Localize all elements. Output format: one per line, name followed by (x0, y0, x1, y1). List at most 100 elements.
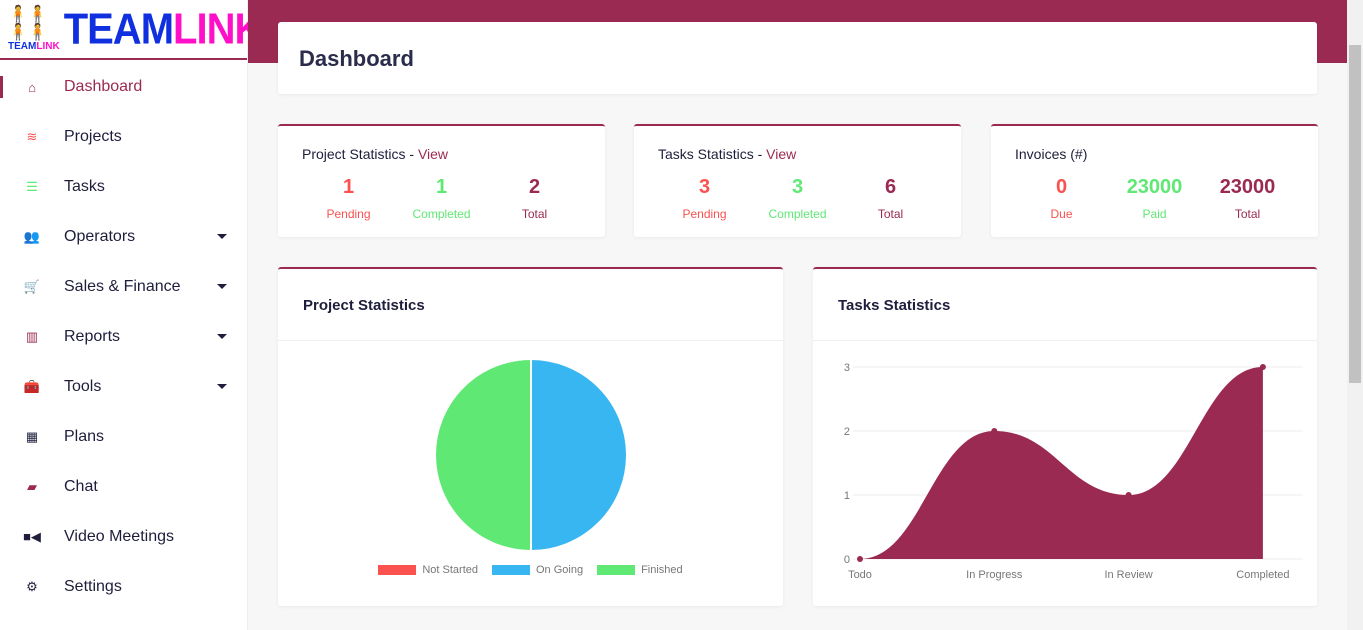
area-chart: 0 1 2 3 Todo In Progress In Review Completed (844, 362, 1303, 581)
chevron-down-icon (217, 384, 227, 389)
stat-item: 1 Pending (302, 176, 395, 221)
page-title-card: Dashboard (278, 22, 1317, 94)
chevron-down-icon (217, 334, 227, 339)
y-tick-label: 0 (844, 554, 850, 566)
stat-sep: - (753, 146, 767, 162)
sidebar-item-label: Operators (64, 228, 136, 245)
y-tick-label: 1 (844, 490, 850, 502)
pie-slice-finished[interactable] (434, 357, 532, 553)
legend-label: Finished (641, 564, 683, 576)
x-tick-label: Todo (848, 569, 872, 581)
x-tick-label: Completed (1236, 569, 1289, 581)
view-link[interactable]: View (417, 146, 449, 162)
data-point[interactable] (991, 428, 998, 434)
stat-label: Completed (768, 207, 827, 221)
stat-item: 3 Completed (751, 176, 844, 221)
tasks-statistics-chart-card: Tasks Statistics 0 1 2 3 Todo In Progress In R… (813, 267, 1317, 606)
chat-icon: ▰ (27, 479, 37, 494)
sidebar-item-operators[interactable]: 👥 Operators (0, 212, 247, 262)
logo-text: TEAMLINK (63, 4, 264, 54)
sidebar-item-video-meetings[interactable]: ■◀ Video Meetings (0, 512, 247, 562)
chevron-down-icon (217, 234, 227, 239)
chevron-down-icon (217, 284, 227, 289)
stat-item: 1 Completed (395, 176, 488, 221)
pie-legend: Not Started On Going Finished (278, 564, 783, 576)
logo-mark: 🧍🧍🧍🧍 TEAMLINK (8, 6, 60, 52)
logo-small-b: LINK (36, 41, 60, 52)
video-icon: ■◀ (23, 529, 41, 544)
toolbox-icon: 🧰 (23, 379, 41, 394)
stat-value: 2 (528, 176, 541, 198)
stat-label: Pending (326, 207, 371, 221)
stat-item: 23000 Paid (1108, 176, 1201, 221)
sidebar-item-label: Video Meetings (64, 528, 174, 545)
legend-label: On Going (535, 564, 584, 576)
sidebar: 🧍🧍🧍🧍 TEAMLINK TEAMLINK ⌂ Dashboard ≋ Projec… (0, 0, 263, 630)
sidebar-item-plans[interactable]: ▦ Plans (0, 412, 247, 462)
stat-sep: - (405, 146, 418, 162)
data-point[interactable] (1259, 364, 1266, 370)
legend-item[interactable]: Not Started (378, 564, 478, 576)
stat-item: 23000 Total (1201, 176, 1294, 221)
chart-title: Project Statistics (278, 269, 783, 341)
legend-item[interactable]: On Going (491, 564, 584, 576)
gear-icon: ⚙ (26, 579, 38, 594)
x-tick-label: In Progress (966, 569, 1023, 581)
y-tick-label: 3 (844, 362, 850, 374)
logo-small-a: TEAM (8, 41, 37, 52)
sidebar-item-label: Settings (64, 578, 122, 595)
data-point[interactable] (857, 556, 863, 562)
stat-label: Due (1050, 207, 1073, 221)
stat-value: 0 (1055, 176, 1068, 198)
logo[interactable]: 🧍🧍🧍🧍 TEAMLINK TEAMLINK (0, 0, 263, 60)
tasks-icon: ☰ (26, 179, 38, 194)
sidebar-item-label: Reports (64, 328, 121, 345)
stat-label: Paid (1142, 207, 1167, 221)
stat-title-text: Invoices (#) (1015, 146, 1088, 162)
chart-title: Tasks Statistics (813, 269, 1317, 341)
sidebar-item-projects[interactable]: ≋ Projects (0, 112, 247, 162)
legend-label: Not Started (422, 564, 478, 576)
stat-card: Invoices (#) 0 Due 23000 Paid 23000 Total (991, 124, 1318, 237)
sidebar-item-chat[interactable]: ▰ Chat (0, 462, 247, 512)
sidebar-item-label: Dashboard (64, 78, 143, 95)
cart-icon: 🛒 (23, 279, 41, 294)
data-point[interactable] (1125, 492, 1132, 498)
y-tick-label: 2 (844, 426, 850, 438)
sidebar-item-dashboard[interactable]: ⌂ Dashboard (0, 62, 247, 112)
pie-slice-on-going[interactable] (530, 357, 628, 553)
sidebar-item-tasks[interactable]: ☰ Tasks (0, 162, 247, 212)
stat-title: Project Statistics - View (302, 146, 581, 162)
stat-title: Invoices (#) (1015, 146, 1294, 162)
users-icon: 👥 (23, 229, 41, 244)
area-series (860, 367, 1263, 559)
sidebar-item-settings[interactable]: ⚙ Settings (0, 562, 247, 612)
sidebar-item-sales-finance[interactable]: 🛒 Sales & Finance (0, 262, 247, 312)
bar-chart-icon: ▥ (25, 329, 39, 344)
sidebar-item-label: Chat (64, 478, 98, 495)
stat-value: 3 (791, 176, 804, 198)
pie-chart (434, 357, 628, 553)
scrollbar-thumb[interactable] (1349, 45, 1361, 383)
sidebar-item-tools[interactable]: 🧰 Tools (0, 362, 247, 412)
logo-big-a: TEAM (63, 4, 174, 53)
stat-value: 1 (435, 176, 448, 198)
stat-item: 2 Total (488, 176, 581, 221)
stat-value: 23000 (1126, 176, 1183, 198)
stat-value: 1 (342, 176, 355, 198)
stat-title-text: Project Statistics (302, 146, 406, 162)
stat-item: 6 Total (844, 176, 937, 221)
legend-swatch (491, 565, 530, 576)
stat-value: 6 (884, 176, 897, 198)
scrollbar[interactable] (1347, 0, 1363, 630)
x-tick-label: In Review (1104, 569, 1152, 581)
stat-card: Project Statistics - View 1 Pending 1 Comple… (278, 124, 605, 237)
home-icon: ⌂ (28, 79, 36, 95)
sidebar-item-label: Tools (64, 378, 102, 395)
stat-item: 0 Due (1015, 176, 1108, 221)
sidebar-item-reports[interactable]: ▥ Reports (0, 312, 247, 362)
plans-icon: ▦ (25, 429, 39, 444)
view-link[interactable]: View (766, 146, 797, 162)
legend-item[interactable]: Finished (597, 564, 683, 576)
sidebar-item-label: Tasks (64, 178, 105, 195)
